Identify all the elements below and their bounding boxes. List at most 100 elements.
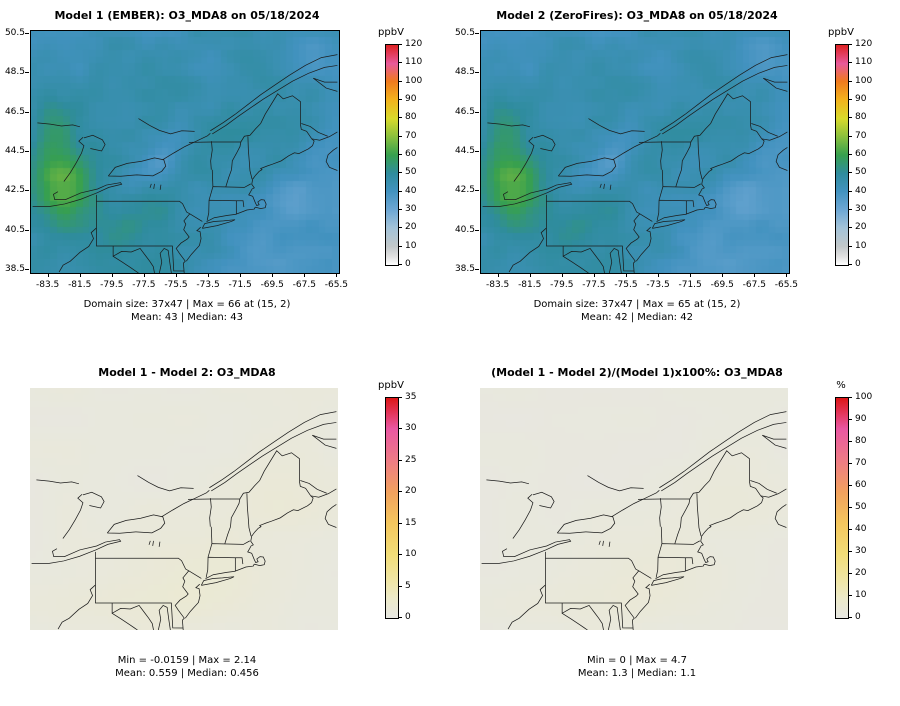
colorbar-tick-mark [848,441,852,442]
colorbar-tick-mark [848,485,852,486]
y-axis-tick-label: 42.5 [454,185,475,196]
colorbar-tick-mark [848,172,852,174]
x-axis-tick-mark [175,273,177,277]
colorbar-tick-label: 60 [855,149,867,159]
colorbar-tick-mark [848,507,852,508]
x-axis-tick-mark [143,273,145,277]
colorbar-tick-label: 90 [405,94,417,104]
colorbar-tick-label: 20 [855,222,867,233]
panel-title: Model 2 (ZeroFires): O3_MDA8 on 05/18/20… [496,9,778,22]
colorbar-tick-mark [848,529,852,530]
colorbar-tick-mark [398,491,402,493]
colorbar-tick-label: 50 [855,502,867,512]
map-plot [480,30,790,274]
y-axis-tick-mark [25,190,29,192]
x-axis-tick-label: -83.5 [35,280,60,290]
colorbar-tick-label: 40 [855,185,867,196]
colorbar-tick-label: 30 [405,204,417,214]
raster-field [481,31,789,273]
colorbar-tick-mark [848,135,852,137]
colorbar-tick-label: 60 [405,149,417,159]
colorbar-tick-mark [848,80,852,82]
map-boundaries-overlay [30,388,338,630]
colorbar-tick-mark [398,135,402,137]
x-axis-tick-label: -73.5 [196,280,220,290]
y-axis-tick-label: 38.5 [4,264,25,275]
stats-caption: Min = -0.0159 | Max = 2.14 Mean: 0.559 |… [8,654,366,680]
panel-model2-map: Model 2 (ZeroFires): O3_MDA8 on 05/18/20… [450,0,900,353]
x-axis-tick-mark [497,273,499,277]
colorbar-tick-mark [848,99,852,100]
colorbar-tick-label: 80 [855,112,867,123]
colorbar-tick-label: 5 [405,580,411,591]
colorbar-unit-label: % [836,380,846,391]
x-axis-tick-mark [593,273,595,277]
colorbar-tick-mark [848,419,852,420]
colorbar-unit-label: ppbV [378,27,404,38]
colorbar-tick-mark [848,154,852,155]
x-axis-tick-label: -65.5 [324,280,349,290]
y-axis-tick-mark [475,269,479,271]
stats-line-1: Min = 0 | Max = 4.7 [587,655,687,666]
colorbar-tick-label: 70 [405,130,417,141]
x-axis-tick-mark [304,273,306,277]
x-axis-tick-mark [658,273,660,277]
colorbar-tick-mark [398,227,402,229]
raster-field [30,388,338,630]
colorbar-tick-label: 120 [405,39,423,49]
stats-line-2: Mean: 0.559 | Median: 0.456 [115,668,259,679]
map-boundaries-overlay [31,31,339,273]
colorbar-tick-mark [398,209,402,210]
colorbar-tick-mark [398,522,402,524]
colorbar-tick-mark [398,44,402,45]
colorbar-tick-label: 80 [855,436,867,446]
stats-line-1: Min = -0.0159 | Max = 2.14 [117,655,257,666]
colorbar-tick-label: 0 [405,612,411,622]
colorbar-tick-mark [848,573,852,574]
colorbar-tick-mark [848,227,852,229]
x-axis-tick-label: -75.5 [164,280,188,290]
panel-title: Model 1 - Model 2: O3_MDA8 [98,366,276,379]
colorbar-tick-mark [848,117,852,119]
y-axis-tick-label: 50.5 [4,27,25,38]
x-axis-tick-label: -77.5 [132,280,156,290]
panel-title: (Model 1 - Model 2)/(Model 1)x100%: O3_M… [491,366,783,379]
x-axis-tick-label: -71.5 [228,280,252,290]
colorbar-unit-label: ppbV [828,27,854,38]
y-axis-tick-mark [475,32,479,34]
x-axis-tick-label: -83.5 [485,280,510,290]
x-axis-tick-label: -81.5 [68,280,92,290]
y-axis-tick-mark [25,111,29,113]
colorbar-tick-mark [848,264,852,265]
colorbar-tick-mark [398,117,402,119]
colorbar-tick-mark [398,585,402,587]
colorbar-unit-label: ppbV [378,380,404,391]
colorbar-tick-label: 20 [405,486,417,497]
y-axis-tick-label: 46.5 [454,106,475,117]
x-axis-tick-mark [47,273,49,277]
stats-line-1: Domain size: 37x47 | Max = 65 at (15, 2) [533,299,741,310]
x-axis-tick-mark [79,273,81,277]
colorbar-tick-mark [398,264,402,265]
colorbar-gradient [835,44,849,266]
y-axis-tick-mark [25,32,29,34]
colorbar-tick-mark [398,617,402,618]
x-axis-tick-mark [561,273,563,277]
colorbar-tick-label: 30 [405,423,417,434]
stats-line-2: Mean: 43 | Median: 43 [131,312,243,323]
y-axis-tick-label: 48.5 [4,67,25,78]
colorbar-tick-label: 100 [855,392,873,402]
panel-model1-map: Model 1 (EMBER): O3_MDA8 on 05/18/2024 p… [0,0,450,353]
x-axis-tick-label: -69.5 [710,280,734,290]
y-axis-tick-mark [475,151,479,152]
colorbar-tick-label: 35 [405,392,417,402]
x-axis-tick-mark [111,273,113,277]
colorbar-tick-label: 60 [855,480,867,490]
colorbar-tick-label: 15 [405,517,417,528]
colorbar-tick-mark [398,554,402,556]
panel-percent-difference-map: (Model 1 - Model 2)/(Model 1)x100%: O3_M… [450,353,900,706]
colorbar-tick-label: 40 [855,524,867,534]
colorbar-tick-label: 10 [405,240,417,251]
x-axis-tick-mark [240,273,242,277]
x-axis-tick-label: -77.5 [582,280,606,290]
